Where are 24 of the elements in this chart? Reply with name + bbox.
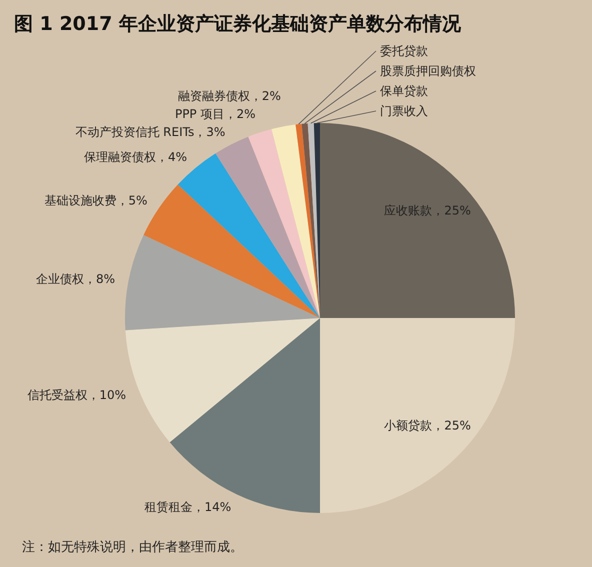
- slice-label: 融资融券债权，2%: [178, 89, 281, 104]
- pie-slice: [170, 318, 320, 513]
- slice-label: PPP 项目，2%: [174, 107, 256, 122]
- pie-slice: [216, 136, 320, 318]
- pie-slice: [296, 124, 320, 318]
- pie-slice: [272, 124, 320, 318]
- slice-label: 不动产投资信托 REITs，3%: [75, 125, 226, 140]
- slice-label: 保单贷款: [380, 84, 428, 98]
- pie-slice: [302, 123, 320, 318]
- pie-slice: [248, 129, 320, 318]
- pie-slice: [125, 234, 320, 330]
- slice-label: 保理融资债权，4%: [84, 150, 187, 164]
- slice-label: 委托贷款: [380, 44, 428, 58]
- slice-label: 基础设施收费，5%: [44, 194, 148, 208]
- pie-slice: [320, 123, 515, 318]
- slice-label: 门票收入: [380, 104, 428, 118]
- slice-label: 租赁租金，14%: [144, 500, 232, 514]
- slice-label: 企业债权，8%: [36, 272, 116, 286]
- chart-title: 图 1 2017 年企业资产证券化基础资产单数分布情况: [14, 13, 462, 35]
- slice-label: 应收账款，25%: [384, 203, 471, 218]
- slice-label: 信托受益权，10%: [27, 388, 126, 402]
- slice-label: 股票质押回购债权: [380, 64, 476, 78]
- text: 注：如无特殊说明，由作者整理而成。: [22, 540, 243, 555]
- slice-label: 小额贷款，25%: [384, 418, 471, 433]
